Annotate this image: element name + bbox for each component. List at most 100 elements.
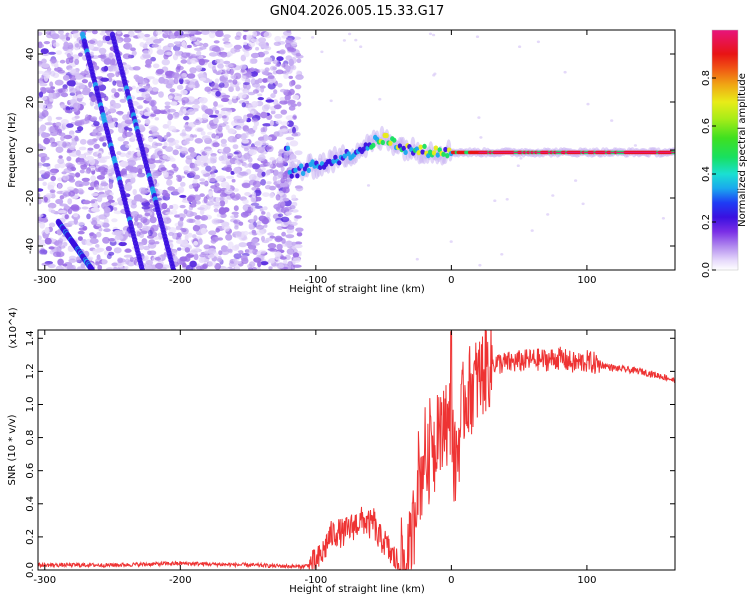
spectrogram-noise-cell xyxy=(74,135,79,142)
spectrogram-noise-cell xyxy=(275,194,281,201)
spectrogram-noise-cell xyxy=(215,71,222,75)
spectrogram-noise-cell xyxy=(233,167,241,174)
spectrogram-noise-cell xyxy=(152,78,159,85)
spectrogram-noise-cell xyxy=(51,58,57,64)
spectrogram-noise-cell xyxy=(92,233,97,239)
spectrogram-noise-cell xyxy=(171,163,177,168)
spectrogram-noise-cell xyxy=(93,205,98,211)
spectrogram-noise-cell xyxy=(105,246,112,252)
spectrogram-noise-cell xyxy=(95,244,100,248)
spectrogram-noise-cell xyxy=(264,185,272,190)
spectrogram-noise-cell xyxy=(63,134,73,140)
spectrogram-noise-cell xyxy=(279,100,288,105)
spectrogram-noise-cell xyxy=(260,127,266,133)
spectrogram-noise-cell xyxy=(144,212,151,217)
spectrogram-noise-cell xyxy=(166,131,171,138)
spectrogram-noise-cell xyxy=(220,107,230,112)
spectrogram-noise-cell xyxy=(103,184,109,192)
spectrogram-noise-cell xyxy=(214,263,222,270)
spectrogram-noise-cell xyxy=(213,46,221,52)
spectrogram-tone-cell xyxy=(306,167,311,173)
spectrogram-tone-cell xyxy=(331,158,336,164)
spectrogram-noise-cell xyxy=(243,41,248,46)
spectrogram-noise-cell xyxy=(288,58,295,66)
spectrogram-noise-cell xyxy=(151,43,159,48)
spectrogram-noise-cell xyxy=(214,78,220,84)
spectrogram-noise-cell xyxy=(180,89,188,96)
spectrogram-noise-cell xyxy=(176,239,184,245)
spectrogram-noise-cell xyxy=(94,215,101,222)
spectrogram-noise-cell xyxy=(193,120,202,126)
spectrogram-tone-cell xyxy=(435,152,440,158)
spectrogram-noise-cell xyxy=(60,119,69,125)
snr-x-tick-label: -100 xyxy=(304,575,327,586)
spectrogram-noise-cell xyxy=(77,236,83,242)
spectrogram-noise-cell xyxy=(258,37,267,43)
spectrogram-noise-cell xyxy=(155,262,164,270)
spectrogram-noise-cell xyxy=(74,120,83,126)
spectrogram-noise-cell xyxy=(208,230,217,236)
spectrogram-noise-cell xyxy=(116,110,124,115)
spectrogram-noise-cell xyxy=(250,38,258,43)
spectrogram-noise-cell xyxy=(60,35,67,39)
spectrogram-noise-cell xyxy=(530,229,534,232)
spectrogram-noise-cell xyxy=(289,140,299,147)
snr-y-label: SNR (10 * v/v) xyxy=(7,414,18,485)
spectrogram-noise-cell xyxy=(64,214,69,220)
spectrogram-noise-cell xyxy=(78,153,86,159)
spectrogram-noise-cell xyxy=(96,40,103,47)
spectrogram-noise-cell xyxy=(55,116,63,120)
spectrogram-noise-cell xyxy=(280,109,288,115)
spectrogram-noise-cell xyxy=(99,193,108,198)
spectrogram-noise-cell xyxy=(130,176,136,184)
spectrogram-noise-cell xyxy=(103,228,111,233)
spectrogram-noise-cell xyxy=(118,126,125,134)
spectrogram-noise-cell xyxy=(69,75,77,81)
spectrogram-noise-cell xyxy=(54,163,61,169)
spectrogram-noise-cell xyxy=(269,157,276,161)
spectrogram-noise-cell xyxy=(102,39,107,44)
spectrogram-noise-cell xyxy=(204,108,214,115)
spectrogram-noise-cell xyxy=(41,262,50,266)
spectrogram-noise-cell xyxy=(38,132,41,137)
spectrogram-noise-cell xyxy=(97,152,102,159)
figure-title: GN04.2026.005.15.33.G17 xyxy=(270,4,445,19)
spectrogram-noise-cell xyxy=(113,266,118,270)
spectrogram-noise-cell xyxy=(164,193,170,198)
spectrogram-noise-cell xyxy=(114,92,120,98)
spectrogram-noise-cell xyxy=(249,110,255,114)
spectrogram-noise-cell xyxy=(237,151,243,159)
spectrogram-noise-cell xyxy=(86,139,95,146)
spectrogram-noise-cell xyxy=(62,174,70,181)
spectrogram-noise-cell xyxy=(320,50,324,54)
spectrogram-noise-cell xyxy=(243,147,249,152)
spectrogram-noise-cell xyxy=(170,101,178,106)
spectrogram-noise-cell xyxy=(261,167,266,171)
spectrogram-noise-cell xyxy=(153,160,163,164)
spectrogram-y-tick-label: -40 xyxy=(25,238,36,254)
spectrogram-noise-cell xyxy=(263,134,269,142)
spectrogram-noise-cell xyxy=(563,70,567,74)
spectrogram-noise-cell xyxy=(250,202,260,206)
spectrogram-tone-cell xyxy=(295,173,300,179)
spectrogram-noise-cell xyxy=(255,224,265,230)
spectrogram-noise-cell xyxy=(252,31,258,37)
spectrogram-noise-cell xyxy=(132,66,141,71)
spectrogram-tone-cell xyxy=(342,153,347,159)
spectrogram-noise-cell xyxy=(106,195,114,201)
spectrogram-noise-cell xyxy=(288,105,296,111)
spectrogram-noise-cell xyxy=(234,244,240,250)
spectrogram-noise-cell xyxy=(106,72,115,78)
spectrogram-noise-cell xyxy=(255,168,263,173)
spectrogram-noise-cell xyxy=(188,184,194,189)
spectrogram-tone-cell xyxy=(380,139,385,146)
spectrogram-noise-cell xyxy=(184,247,191,253)
spectrogram-noise-cell xyxy=(57,88,66,93)
spectrogram-noise-cell xyxy=(80,163,88,170)
spectrogram-x-tick-label: 0 xyxy=(448,275,454,286)
spectrogram-noise-cell xyxy=(38,127,45,134)
spectrogram-noise-cell xyxy=(205,165,212,172)
spectrogram-noise-cell xyxy=(39,249,48,255)
spectrogram-noise-cell xyxy=(68,258,77,263)
